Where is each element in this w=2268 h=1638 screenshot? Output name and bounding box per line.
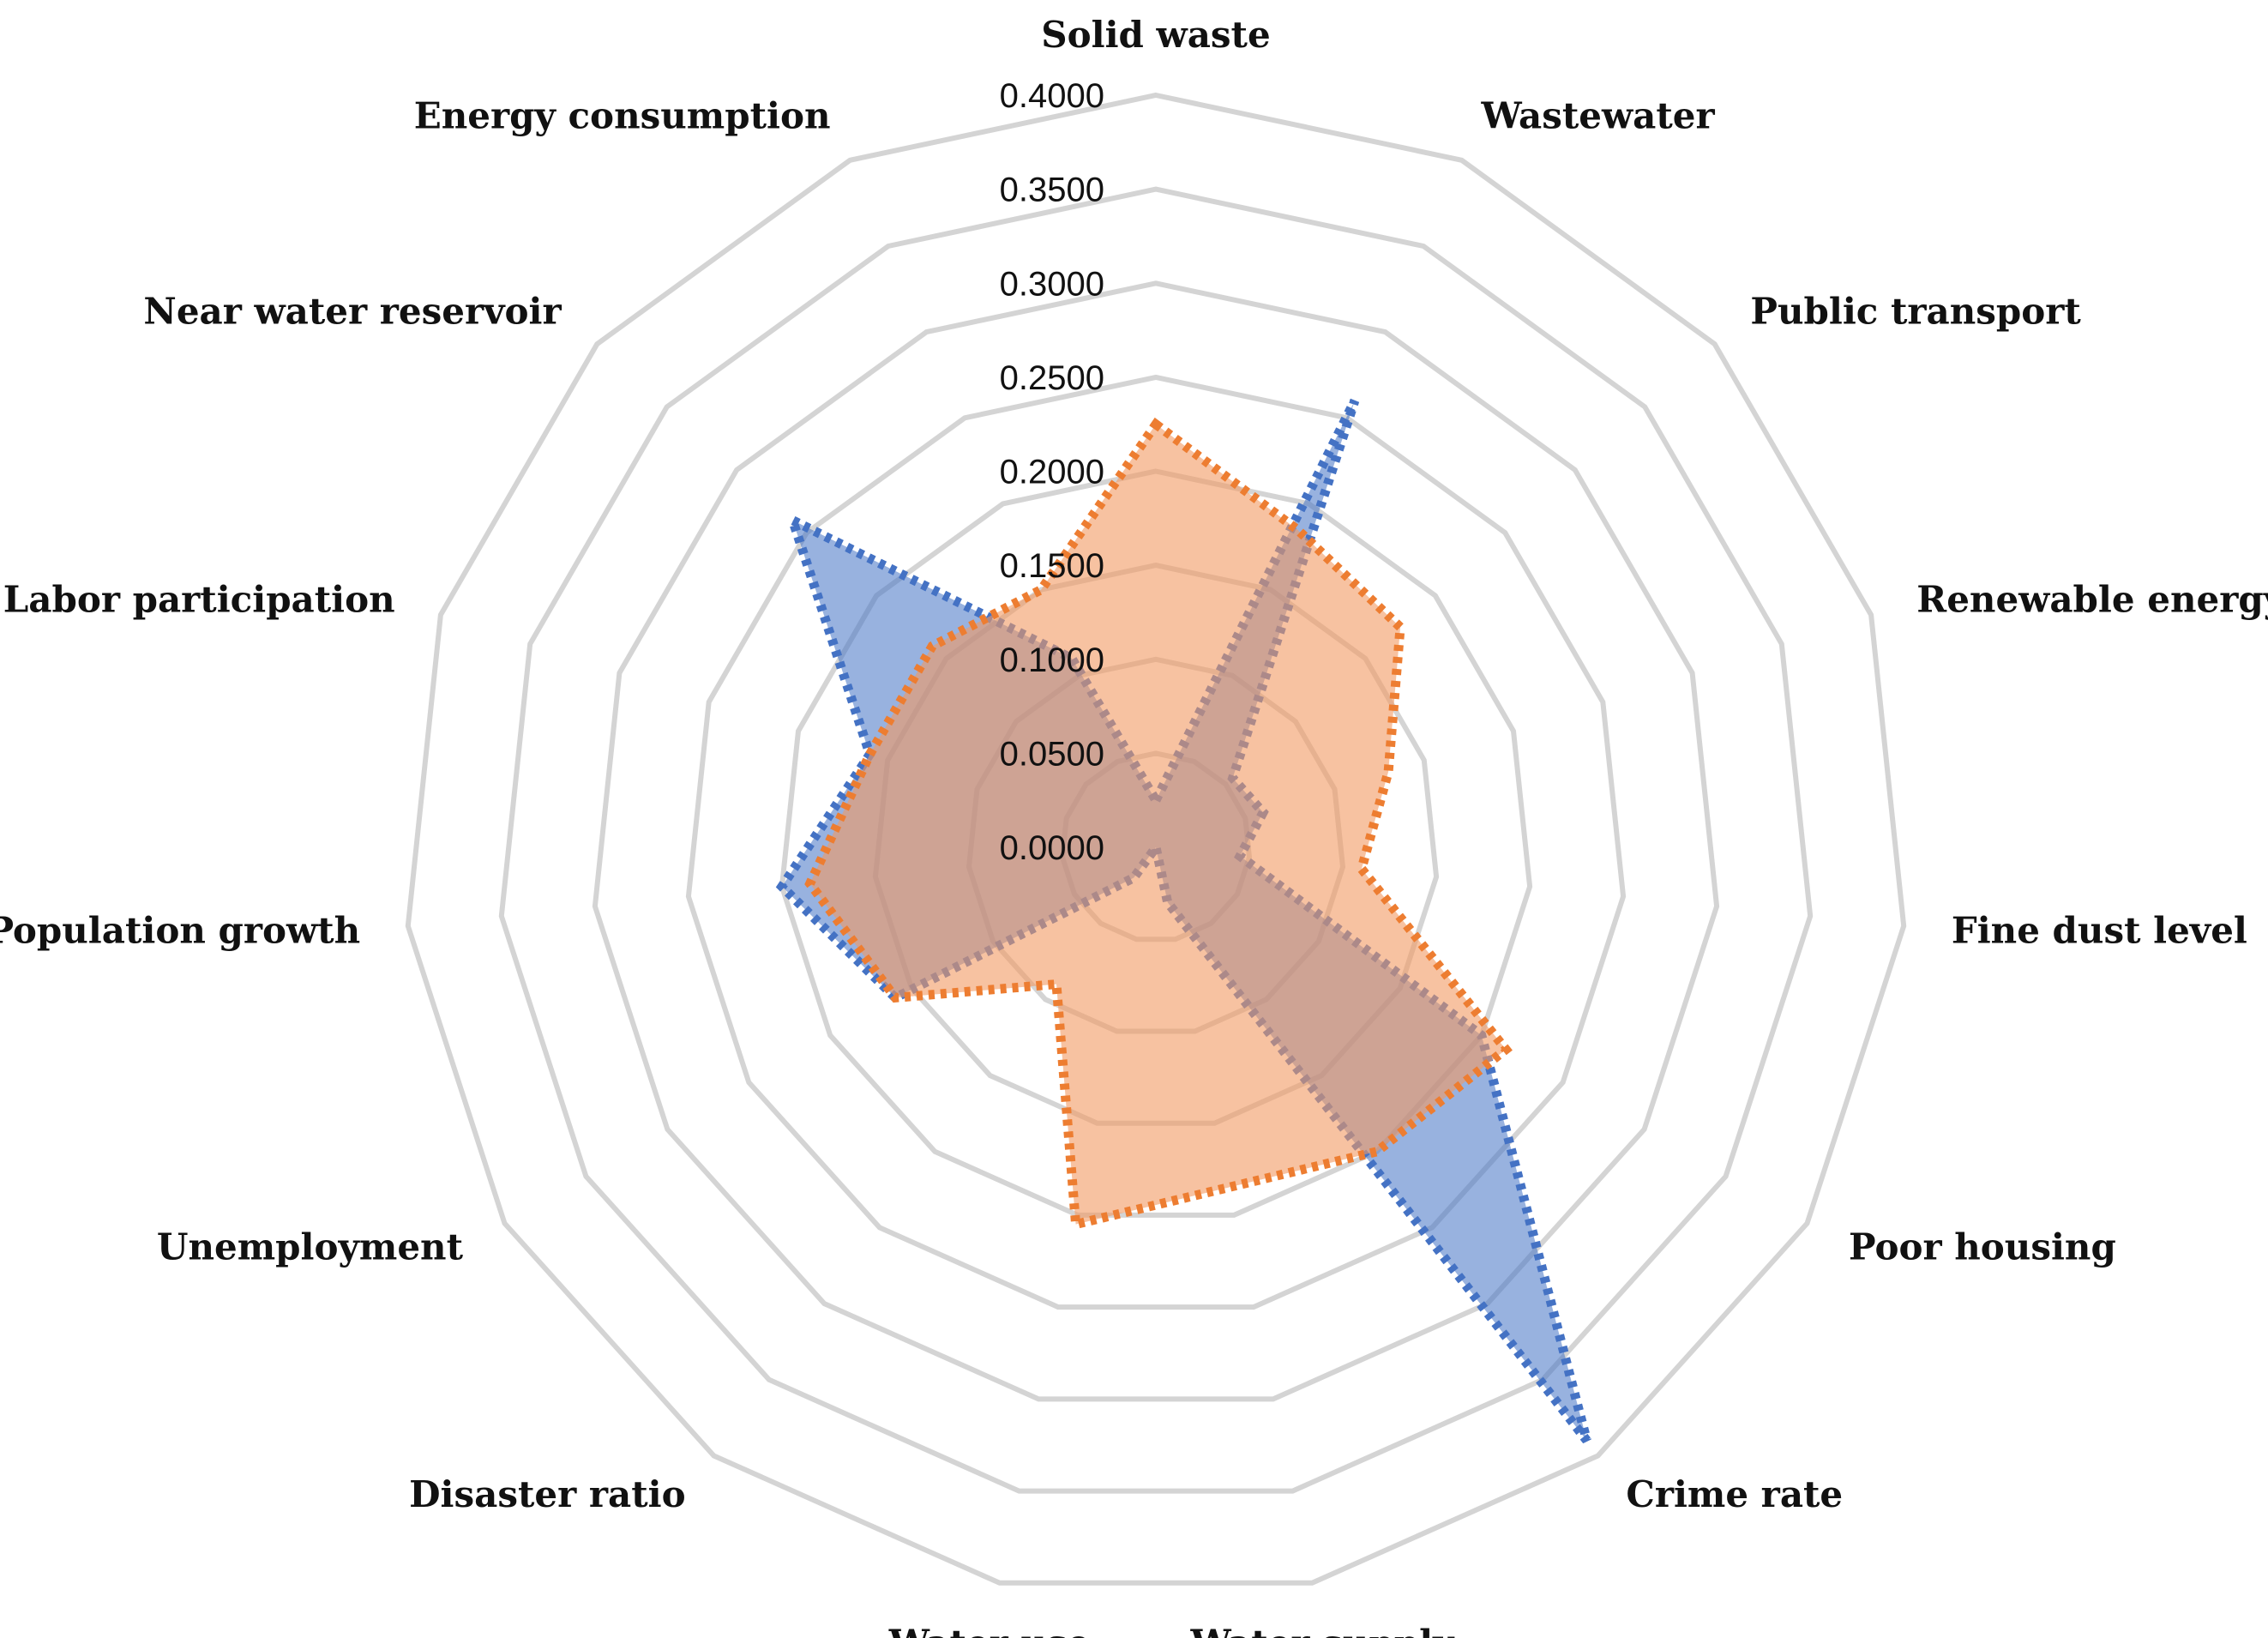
- category-label: Renewable energy: [1916, 579, 2268, 621]
- series-2-area: [804, 417, 1513, 1231]
- tick-label: 0.1500: [1000, 547, 1104, 585]
- category-label: Crime rate: [1626, 1473, 1843, 1515]
- radar-series: [775, 398, 1591, 1444]
- category-label: Solid waste: [1041, 14, 1270, 56]
- category-label: Wastewater: [1481, 95, 1716, 137]
- category-label: Water supply: [1190, 1623, 1455, 1638]
- category-label: Fine dust level: [1952, 910, 2247, 952]
- category-label: Unemployment: [157, 1226, 464, 1268]
- category-labels: Solid waste Wastewater Public transport Ren…: [0, 14, 2268, 1638]
- tick-label: 0.2500: [1000, 359, 1104, 397]
- category-label: Public transport: [1750, 291, 2081, 333]
- grid-ring-8: [405, 92, 1907, 1586]
- category-label: Poor housing: [1849, 1226, 2116, 1268]
- tick-label: 0.0000: [1000, 829, 1104, 867]
- tick-label: 0.3500: [1000, 172, 1104, 209]
- tick-label: 0.2000: [1000, 454, 1104, 491]
- category-label: Water use: [888, 1623, 1091, 1638]
- tick-label: 0.4000: [1000, 77, 1104, 115]
- category-label: Disaster ratio: [409, 1473, 685, 1515]
- grid-ring-6: [592, 280, 1720, 1402]
- tick-label: 0.0500: [1000, 735, 1104, 773]
- category-label: Population growth: [0, 910, 360, 952]
- grid-ring-5: [685, 374, 1627, 1310]
- category-label: Energy consumption: [414, 95, 831, 137]
- tick-label: 0.1000: [1000, 641, 1104, 679]
- tick-label: 0.3000: [1000, 265, 1104, 303]
- grid-ring-7: [498, 186, 1814, 1494]
- category-label: Labor participation: [3, 579, 395, 621]
- category-label: Near water reservoir: [143, 291, 562, 333]
- radial-tick-labels: 0.0000 0.0500 0.1000 0.1500 0.2000 0.2500 0.30…: [1000, 77, 1104, 867]
